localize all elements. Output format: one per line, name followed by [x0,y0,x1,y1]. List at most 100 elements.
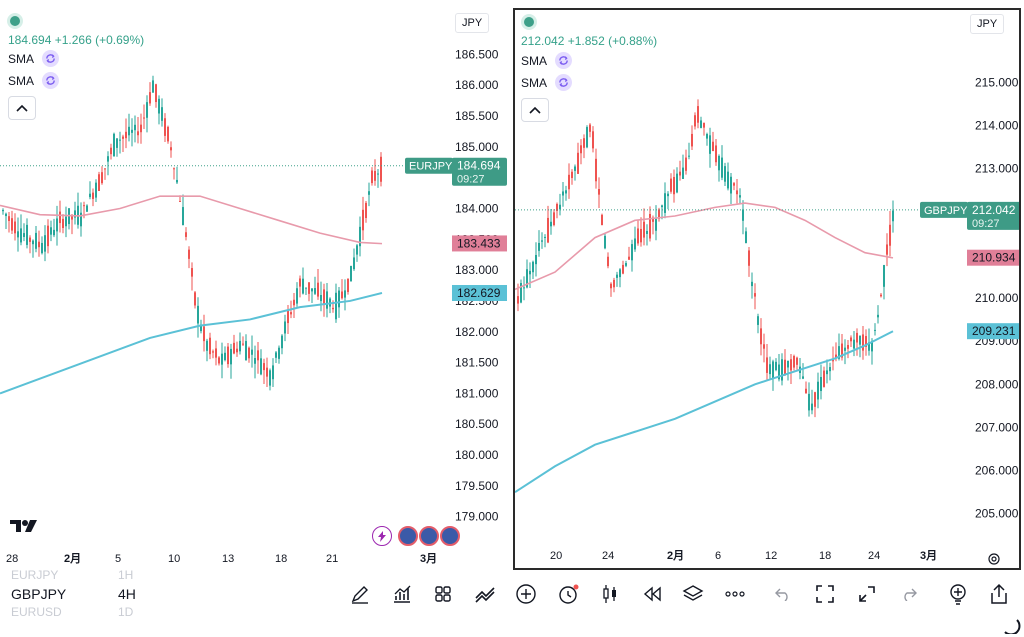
share-icon[interactable] [987,582,1011,606]
flag-icon[interactable] [419,526,439,546]
candle-body [637,228,639,244]
candle-body [586,127,588,148]
right-chart-pane[interactable]: 215.000214.000213.000212.000211.000210.0… [513,8,1021,570]
candle-body [616,274,618,278]
sma-value-label: 183.433 [457,236,501,250]
candle-body [589,124,591,132]
candle-body [559,204,561,210]
candle-body [853,339,855,349]
alert-clock-icon[interactable] [556,582,580,606]
right-chart-canvas[interactable]: 215.000214.000213.000212.000211.000210.0… [515,10,1019,568]
lightning-icon[interactable] [372,526,392,546]
right-currency-button[interactable]: JPY [970,14,1005,34]
candle-body [712,141,714,152]
candle-body [353,257,355,270]
price-axis-label: 214.000 [975,118,1019,132]
candle-body [745,231,747,244]
candle-body [245,341,247,361]
sma-value-tag [967,323,1019,340]
candle-body [838,346,840,359]
candle-body [682,167,684,179]
candle-body [224,352,226,361]
right-indicator-sma-1[interactable]: SMA [521,52,573,69]
candle-body [110,147,112,155]
candle-body [661,205,663,208]
refresh-icon[interactable] [555,74,573,91]
undo-icon[interactable] [771,582,795,606]
left-chart-canvas[interactable]: 186.500186.000185.500185.000184.500184.0… [0,0,510,570]
candle-body [808,393,810,411]
pen-icon[interactable] [348,582,372,606]
candle-body [604,235,606,249]
candle-body [230,348,232,365]
left-indicator-sma-2[interactable]: SMA [8,72,60,89]
candle-body [176,179,178,183]
candles-icon[interactable] [598,582,622,606]
candle-body [80,212,82,227]
fullscreen-icon[interactable] [813,582,837,606]
refresh-icon[interactable] [555,52,573,69]
candle-body [92,192,94,199]
flag-icon[interactable] [440,526,460,546]
candle-body [200,324,202,332]
event-badges[interactable] [398,526,460,546]
candle-body [784,359,786,375]
candle-body [850,337,852,342]
candle-body [86,205,88,212]
settings-gear-icon[interactable] [987,552,1001,566]
candle-body [209,337,211,355]
expand-icon[interactable] [855,582,879,606]
candle-body [820,376,822,392]
candle-body [697,106,699,123]
sma-value-tag [452,284,507,301]
candle-body [859,335,861,345]
candle-body [805,388,807,394]
price-axis-label: 213.000 [975,162,1019,176]
candle-body [95,182,97,198]
collapse-legend-button[interactable] [8,96,36,120]
candle-body [215,348,217,358]
right-indicator-sma-2[interactable]: SMA [521,74,573,91]
right-quote: 212.042 +1.852 (+0.88%) [521,34,658,48]
left-chart-pane[interactable]: 186.500186.000185.500185.000184.500184.0… [0,0,510,570]
symbol-picker-current[interactable]: GBPJPY 4H [11,586,136,602]
candle-body [535,255,537,265]
more-icon[interactable] [723,582,747,606]
candle-body [526,269,528,288]
replay-icon[interactable] [640,582,664,606]
compare-icon[interactable] [474,582,498,606]
time-axis-label: 28 [6,553,18,565]
indicators-icon[interactable] [390,582,414,606]
candle-body [365,202,367,219]
candle-body [275,352,277,358]
collapse-legend-button[interactable] [521,98,549,122]
candle-body [107,156,109,162]
candle-body [832,359,834,362]
candle-body [607,256,609,267]
left-indicator-sma-1[interactable]: SMA [8,50,60,67]
candle-body [763,344,765,349]
price-axis-label: 183.000 [455,263,499,277]
candle-body [35,232,37,249]
add-icon[interactable] [514,582,538,606]
grid-layout-icon[interactable] [431,582,455,606]
candle-body [709,135,711,154]
symbol-picker-below[interactable]: EURUSD 1D [11,605,134,619]
left-currency-button[interactable]: JPY [455,13,490,33]
candle-body [212,351,214,353]
candle-body [865,336,867,347]
symbol-picker-above[interactable]: EURJPY 1H [11,568,134,582]
candle-body [613,279,615,288]
refresh-icon[interactable] [42,72,60,89]
candle-body [83,205,85,207]
flag-icon[interactable] [398,526,418,546]
last-price-label: 212.042 [972,203,1016,217]
redo-icon[interactable] [897,582,921,606]
refresh-icon[interactable] [42,50,60,67]
candle-body [308,282,310,294]
candle-body [790,359,792,371]
lightbulb-icon[interactable] [946,582,970,606]
time-axis-label: 24 [868,550,880,562]
candle-body [595,158,597,182]
layers-icon[interactable] [681,582,705,606]
